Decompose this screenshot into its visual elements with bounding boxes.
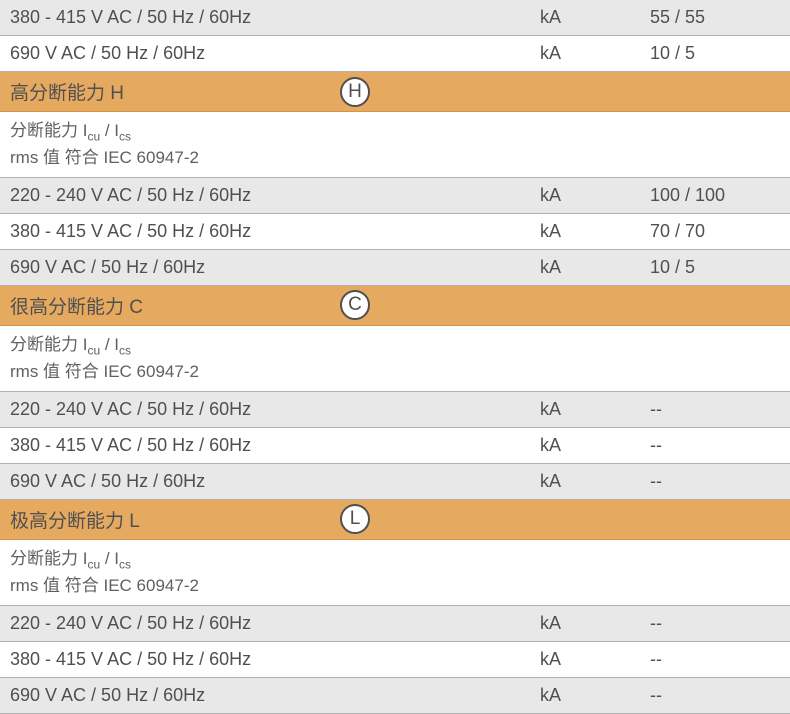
section-header: 高分断能力 HH <box>0 72 790 112</box>
voltage-cell: 690 V AC / 50 Hz / 60Hz <box>10 471 340 492</box>
value-cell: 100 / 100 <box>650 185 780 206</box>
table-row: 380 - 415 V AC / 50 Hz / 60Hz kA70 / 70 <box>0 214 790 250</box>
unit-cell: kA <box>540 685 650 706</box>
value-cell: 10 / 5 <box>650 43 780 64</box>
label-sub2: cs <box>119 343 131 357</box>
subheader-text: 分断能力 Icu / Icsrms 值 符合 IEC 60947-2 <box>10 332 199 385</box>
value-cell: -- <box>650 649 780 670</box>
section-header: 极高分断能力 LL <box>0 500 790 540</box>
subheader-text: 分断能力 Icu / Icsrms 值 符合 IEC 60947-2 <box>10 118 199 171</box>
voltage-cell: 690 V AC / 50 Hz / 60Hz <box>10 257 340 278</box>
voltage-cell: 220 - 240 V AC / 50 Hz / 60Hz <box>10 185 340 206</box>
voltage-cell: 380 - 415 V AC / 50 Hz / 60Hz <box>10 221 340 242</box>
value-cell: -- <box>650 435 780 456</box>
section-subheader: 分断能力 Icu / Icsrms 值 符合 IEC 60947-2 <box>0 112 790 178</box>
standard-label: rms 值 符合 IEC 60947-2 <box>10 573 199 599</box>
voltage-cell: 380 - 415 V AC / 50 Hz / 60Hz <box>10 435 340 456</box>
table-row: 690 V AC / 50 Hz / 60Hz kA-- <box>0 678 790 714</box>
label-pre: 分断能力 I <box>10 121 87 140</box>
breaking-capacity-label: 分断能力 Icu / Ics <box>10 332 199 359</box>
table-row: 690 V AC / 50 Hz / 60Hz kA-- <box>0 464 790 500</box>
unit-cell: kA <box>540 43 650 64</box>
rating-badge-icon: C <box>340 290 370 320</box>
value-cell: 10 / 5 <box>650 257 780 278</box>
unit-cell: kA <box>540 471 650 492</box>
unit-cell: kA <box>540 221 650 242</box>
value-cell: 70 / 70 <box>650 221 780 242</box>
section-title: 极高分断能力 L <box>10 506 340 533</box>
label-pre: 分断能力 I <box>10 335 87 354</box>
label-sub2: cs <box>119 129 131 143</box>
table-row: 690 V AC / 50 Hz / 60Hz kA10 / 5 <box>0 250 790 286</box>
rating-badge-icon: H <box>340 77 370 107</box>
section-header: 很高分断能力 CC <box>0 286 790 326</box>
badge-col: L <box>340 504 540 534</box>
unit-cell: kA <box>540 649 650 670</box>
voltage-cell: 690 V AC / 50 Hz / 60Hz <box>10 43 340 64</box>
value-cell: -- <box>650 399 780 420</box>
standard-label: rms 值 符合 IEC 60947-2 <box>10 359 199 385</box>
voltage-cell: 690 V AC / 50 Hz / 60Hz <box>10 685 340 706</box>
table-row: 220 - 240 V AC / 50 Hz / 60Hz kA100 / 100 <box>0 178 790 214</box>
value-cell: -- <box>650 685 780 706</box>
unit-cell: kA <box>540 257 650 278</box>
value-cell: 55 / 55 <box>650 7 780 28</box>
label-sub1: cu <box>87 343 100 357</box>
table-row: 690 V AC / 50 Hz / 60Hz kA10 / 5 <box>0 36 790 72</box>
spec-table: 380 - 415 V AC / 50 Hz / 60HzkA55 / 5569… <box>0 0 790 714</box>
label-pre: 分断能力 I <box>10 549 87 568</box>
unit-cell: kA <box>540 613 650 634</box>
section-subheader: 分断能力 Icu / Icsrms 值 符合 IEC 60947-2 <box>0 540 790 606</box>
section-title: 很高分断能力 C <box>10 292 340 319</box>
table-row: 380 - 415 V AC / 50 Hz / 60Hz kA-- <box>0 642 790 678</box>
voltage-cell: 220 - 240 V AC / 50 Hz / 60Hz <box>10 613 340 634</box>
badge-col: H <box>340 77 540 107</box>
value-cell: -- <box>650 613 780 634</box>
unit-cell: kA <box>540 7 650 28</box>
voltage-cell: 220 - 240 V AC / 50 Hz / 60Hz <box>10 399 340 420</box>
value-cell: -- <box>650 471 780 492</box>
section-title: 高分断能力 H <box>10 78 340 105</box>
label-mid: / I <box>100 549 119 568</box>
breaking-capacity-label: 分断能力 Icu / Ics <box>10 546 199 573</box>
subheader-text: 分断能力 Icu / Icsrms 值 符合 IEC 60947-2 <box>10 546 199 599</box>
unit-cell: kA <box>540 185 650 206</box>
label-sub2: cs <box>119 557 131 571</box>
table-row: 380 - 415 V AC / 50 Hz / 60Hz kA55 / 55 <box>0 0 790 36</box>
breaking-capacity-label: 分断能力 Icu / Ics <box>10 118 199 145</box>
label-mid: / I <box>100 121 119 140</box>
standard-label: rms 值 符合 IEC 60947-2 <box>10 145 199 171</box>
rating-badge-icon: L <box>340 504 370 534</box>
unit-cell: kA <box>540 435 650 456</box>
label-mid: / I <box>100 335 119 354</box>
table-row: 220 - 240 V AC / 50 Hz / 60Hz kA-- <box>0 392 790 428</box>
table-row: 220 - 240 V AC / 50 Hz / 60Hz kA-- <box>0 606 790 642</box>
voltage-cell: 380 - 415 V AC / 50 Hz / 60Hz <box>10 7 340 28</box>
unit-cell: kA <box>540 399 650 420</box>
voltage-cell: 380 - 415 V AC / 50 Hz / 60Hz <box>10 649 340 670</box>
section-subheader: 分断能力 Icu / Icsrms 值 符合 IEC 60947-2 <box>0 326 790 392</box>
label-sub1: cu <box>87 557 100 571</box>
badge-col: C <box>340 290 540 320</box>
label-sub1: cu <box>87 129 100 143</box>
table-row: 380 - 415 V AC / 50 Hz / 60Hz kA-- <box>0 428 790 464</box>
